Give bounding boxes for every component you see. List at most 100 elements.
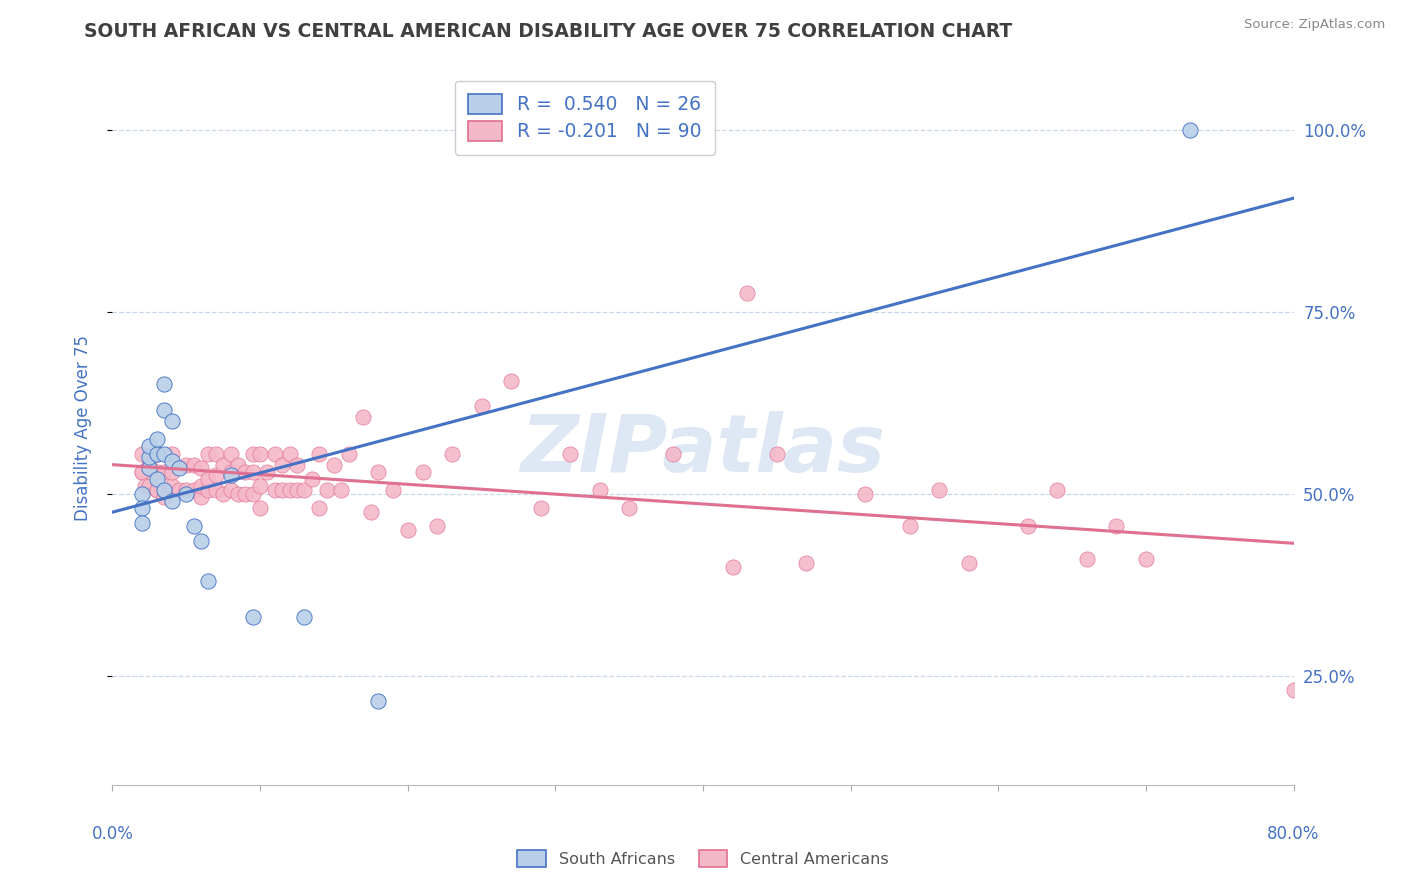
Point (898, 519, 921, 533)
Point (212, 458, 235, 472)
Point (1178, 122, 1201, 136)
Point (190, 461, 212, 475)
Point (242, 610, 264, 624)
Point (138, 479, 160, 493)
Point (167, 461, 190, 475)
Point (721, 559, 744, 574)
Point (1017, 519, 1039, 533)
Point (382, 483, 405, 497)
Point (146, 432, 169, 446)
Point (205, 468, 228, 483)
Point (796, 556, 818, 570)
Point (396, 523, 419, 537)
Point (153, 491, 176, 505)
Point (1105, 519, 1128, 533)
Point (183, 483, 205, 497)
Point (662, 447, 685, 461)
Point (205, 483, 228, 497)
Point (271, 483, 294, 497)
Point (174, 483, 197, 497)
Point (256, 465, 278, 479)
Point (315, 483, 337, 497)
Point (855, 486, 877, 500)
Point (426, 519, 449, 533)
Point (160, 414, 183, 428)
Point (153, 465, 176, 479)
Point (558, 447, 582, 461)
Point (233, 486, 256, 500)
Point (367, 694, 389, 708)
Point (411, 465, 433, 479)
Point (233, 465, 256, 479)
Point (160, 479, 183, 493)
Point (928, 483, 950, 497)
Point (212, 486, 235, 500)
Point (219, 465, 242, 479)
Point (242, 447, 264, 461)
Point (1046, 483, 1069, 497)
Point (131, 486, 153, 500)
Point (190, 534, 212, 549)
Point (131, 465, 153, 479)
Point (249, 447, 271, 461)
Point (226, 486, 249, 500)
Point (285, 483, 308, 497)
Point (146, 483, 169, 497)
Point (190, 479, 212, 493)
Point (308, 447, 330, 461)
Point (737, 286, 759, 301)
Point (160, 447, 183, 461)
Point (146, 447, 169, 461)
Point (131, 516, 153, 530)
Point (301, 472, 323, 486)
Point (360, 505, 382, 519)
Point (308, 501, 330, 516)
Point (264, 447, 287, 461)
Point (183, 458, 205, 472)
Point (219, 483, 242, 497)
Point (138, 450, 160, 465)
Point (249, 501, 271, 516)
Point (160, 494, 183, 508)
Point (174, 458, 197, 472)
Point (285, 458, 308, 472)
Point (174, 486, 197, 500)
Point (197, 574, 219, 588)
Point (249, 479, 271, 493)
Point (197, 447, 219, 461)
Point (441, 447, 464, 461)
Point (138, 461, 160, 475)
Text: Source: ZipAtlas.com: Source: ZipAtlas.com (1244, 19, 1385, 31)
Y-axis label: Disability Age Over 75: Disability Age Over 75 (73, 335, 91, 521)
Point (153, 447, 176, 461)
Point (292, 483, 315, 497)
Point (219, 468, 242, 483)
Point (153, 377, 176, 392)
Point (278, 447, 301, 461)
Point (367, 465, 389, 479)
Point (197, 483, 219, 497)
Point (134, 479, 156, 493)
Text: 80.0%: 80.0% (1267, 825, 1320, 843)
Point (330, 483, 353, 497)
Point (292, 610, 315, 624)
Point (153, 483, 176, 497)
Point (160, 465, 183, 479)
Point (167, 483, 190, 497)
Point (1076, 552, 1098, 566)
Point (271, 458, 294, 472)
Point (278, 483, 301, 497)
Text: 0.0%: 0.0% (91, 825, 134, 843)
Point (501, 374, 523, 388)
Point (242, 465, 264, 479)
Point (205, 447, 228, 461)
Point (226, 458, 249, 472)
Point (1135, 552, 1157, 566)
Point (146, 483, 169, 497)
Point (529, 501, 551, 516)
Point (160, 454, 183, 468)
Legend: R =  0.540   N = 26, R = -0.201   N = 90: R = 0.540 N = 26, R = -0.201 N = 90 (456, 81, 714, 154)
Point (138, 439, 160, 453)
Point (264, 483, 287, 497)
Point (131, 447, 153, 461)
